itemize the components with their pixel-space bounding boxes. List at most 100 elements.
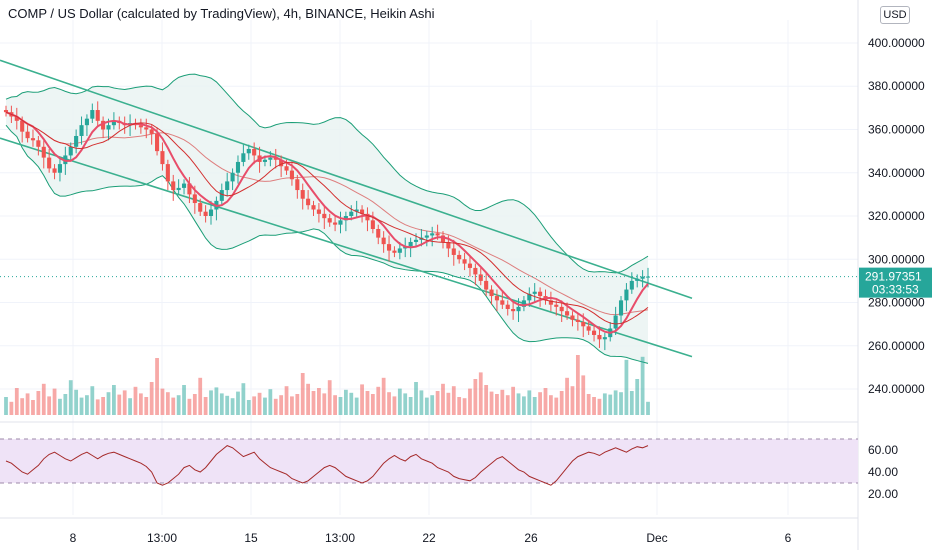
volume-bar <box>219 393 224 415</box>
volume-bar <box>543 388 548 415</box>
candle-body <box>527 293 532 301</box>
time-tick-label: 26 <box>524 531 538 545</box>
price-tick-label: 240.00000 <box>868 382 925 396</box>
candle-body <box>235 161 241 173</box>
candle-body <box>451 248 456 255</box>
volume-bar <box>246 400 251 415</box>
volume-bar <box>586 394 591 415</box>
candle-body <box>392 250 397 253</box>
candle-body <box>165 164 170 182</box>
rsi-line <box>5 445 649 486</box>
volume-bar <box>317 388 321 415</box>
candle-body <box>559 306 564 312</box>
candle-body <box>462 259 467 264</box>
candle-body <box>538 291 543 297</box>
volume-bar <box>370 394 375 415</box>
candle-body <box>316 209 321 214</box>
volume-bar <box>176 395 181 415</box>
currency-button[interactable]: USD <box>880 6 910 24</box>
candle-body <box>160 151 165 165</box>
price-tick-label: 340.00000 <box>868 166 925 180</box>
candle-body <box>521 300 526 307</box>
candle-body <box>208 209 214 217</box>
volume-bar <box>489 391 494 415</box>
candle-body <box>144 127 149 130</box>
volume-bar <box>397 388 402 415</box>
volume-bar <box>138 393 143 415</box>
candle-body <box>36 140 41 147</box>
volume-bar <box>268 389 273 415</box>
price-tick-label: 380.00000 <box>868 79 925 93</box>
candle-body <box>505 304 510 310</box>
candle-body <box>203 211 208 217</box>
channel-upper-line <box>0 59 693 299</box>
volume-bar <box>74 389 79 415</box>
volume-bar <box>85 395 89 415</box>
volume-bar <box>327 380 332 415</box>
volume-bar <box>112 385 116 415</box>
candle-body <box>484 280 489 290</box>
time-tick-label: 8 <box>70 531 77 545</box>
volume-bar <box>171 397 176 415</box>
volume-bar <box>290 396 294 415</box>
volume-bar <box>349 392 354 415</box>
candle-body <box>187 183 192 195</box>
volume-bar <box>306 383 311 415</box>
candle-body <box>90 110 95 119</box>
candle-body <box>192 194 197 204</box>
volume-bar <box>214 387 219 415</box>
ma-fast-line <box>5 111 649 334</box>
volume-bar <box>106 392 111 415</box>
volume-bar <box>457 397 462 415</box>
volume-bar <box>257 392 262 415</box>
volume-bar <box>203 397 208 415</box>
volume-bar <box>414 382 418 415</box>
candle-body <box>575 319 580 322</box>
volume-bar <box>468 388 472 415</box>
volume-bar <box>20 398 25 415</box>
volume-bar <box>392 396 397 415</box>
candle-body <box>322 213 327 219</box>
volume-bar <box>640 356 645 415</box>
candle-body <box>467 263 473 268</box>
volume-bar <box>624 359 629 415</box>
volume-bar <box>252 396 257 415</box>
volume-bar <box>446 392 451 415</box>
candle-body <box>548 300 553 305</box>
time-tick-label: 22 <box>422 531 436 545</box>
volume-bar <box>333 395 337 415</box>
volume-bar <box>360 384 364 415</box>
volume-bar <box>549 395 553 415</box>
volume-bar <box>52 388 57 415</box>
candle-body <box>602 337 607 340</box>
candle-body <box>532 291 537 294</box>
candle-body <box>500 300 505 305</box>
volume-bar <box>165 392 170 415</box>
price-tick-label: 360.00000 <box>868 122 925 136</box>
candle-body <box>343 216 348 221</box>
candle-body <box>241 153 246 162</box>
candle-body <box>198 203 203 212</box>
bb-basis <box>5 111 649 316</box>
bb-lower <box>5 124 649 364</box>
candle-body <box>181 183 187 188</box>
volume-bar <box>570 386 575 415</box>
volume-bar <box>511 386 516 415</box>
volume-bar <box>122 390 127 415</box>
volume-bar <box>90 386 95 415</box>
volume-bar <box>581 375 586 415</box>
candle-body <box>74 135 79 147</box>
volume-bar <box>284 386 289 415</box>
volume-bar <box>592 397 596 415</box>
candle-body <box>629 280 634 290</box>
volume-bar <box>322 393 327 415</box>
volume-bar <box>478 372 483 415</box>
last-price-label: 291.97351 <box>865 270 922 284</box>
candle-body <box>640 276 645 279</box>
candle-body <box>246 148 251 154</box>
bb-upper <box>5 73 649 274</box>
time-tick-label: Dec <box>646 531 667 545</box>
bollinger-bands <box>5 73 649 364</box>
